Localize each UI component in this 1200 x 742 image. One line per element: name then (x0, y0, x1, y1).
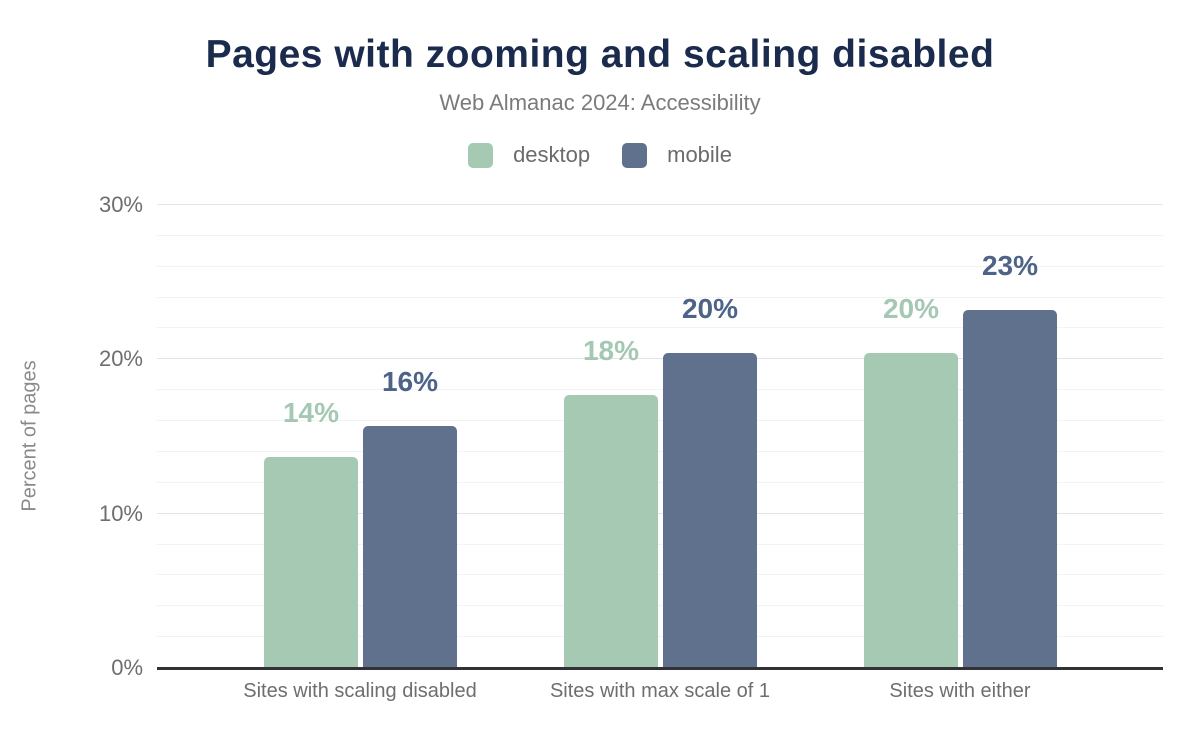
gridline (157, 481, 1163, 483)
bar-value-label: 18% (582, 334, 640, 366)
bar-value-label: 20% (681, 293, 739, 325)
chart-title: Pages with zooming and scaling disabled (205, 33, 995, 76)
gridline (157, 574, 1163, 576)
gridline (157, 265, 1163, 267)
desktop-swatch-icon (468, 142, 494, 168)
chart-subtitle: Web Almanac 2024: Accessibility (439, 90, 761, 115)
gridline (157, 420, 1163, 422)
legend-label-desktop: desktop (513, 142, 591, 167)
grid-layer (157, 204, 1163, 668)
x-axis-label-max-scale-1: Sites with max scale of 1 (549, 680, 771, 702)
gridline (157, 389, 1163, 391)
bar-mobile-either: 23% (963, 251, 1057, 668)
legend-label-mobile: mobile (667, 142, 732, 167)
bar-mobile-max-scale-1: 20% (663, 295, 757, 668)
bar-value-label: 23% (981, 249, 1039, 281)
bar-mobile-scaling-disabled: 16% (363, 367, 457, 668)
legend-item-desktop: desktop (468, 142, 590, 168)
gridline (157, 204, 1163, 205)
gridline (157, 512, 1163, 514)
gridline (157, 543, 1163, 545)
bar-group-sites-with-either: 20% 23% (864, 205, 1057, 668)
x-axis-label-either: Sites with either (889, 680, 1031, 702)
bar-group-sites-with-scaling-disabled: 14% 16% (264, 205, 457, 668)
gridline (157, 450, 1163, 452)
plot-area: 0% 10% 20% 30% 14% 16% 18% 20% (99, 194, 1163, 702)
bar-value-label: 20% (882, 293, 940, 325)
gridline (157, 358, 1163, 360)
y-tick-layer: 0% 10% 20% 30% (99, 194, 1163, 679)
bar-value-label: 14% (282, 396, 340, 428)
mobile-swatch-icon (622, 142, 648, 168)
x-axis-line (157, 667, 1163, 670)
bars-layer: 14% 16% 18% 20% 20% 23% (157, 205, 1163, 668)
legend-item-mobile: mobile (622, 142, 732, 168)
gridline (157, 605, 1163, 607)
legend: desktop mobile (0, 142, 1200, 168)
gridline (157, 636, 1163, 638)
bar-group-sites-with-max-scale-of-1: 18% 20% (564, 205, 757, 668)
bar-value-label: 16% (381, 365, 439, 397)
gridline (157, 234, 1163, 236)
y-tick-label: 10% (98, 500, 143, 526)
gridline (157, 296, 1163, 298)
y-tick-label: 30% (98, 192, 143, 217)
bar-desktop-max-scale-1: 18% (564, 336, 658, 668)
y-axis-title: Percent of pages (18, 360, 41, 512)
y-tick-label: 0% (111, 655, 143, 680)
bar-desktop-scaling-disabled: 14% (264, 398, 358, 668)
x-axis-label-scaling-disabled: Sites with scaling disabled (243, 680, 477, 702)
gridline (157, 327, 1163, 329)
y-tick-label: 20% (98, 346, 143, 372)
bar-desktop-either: 20% (864, 295, 958, 668)
